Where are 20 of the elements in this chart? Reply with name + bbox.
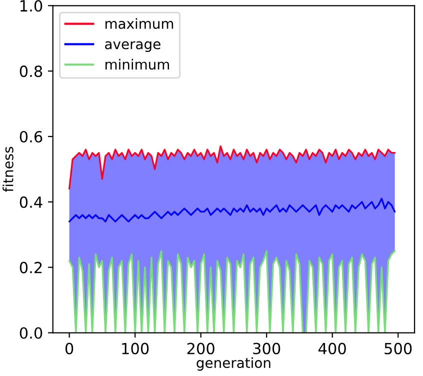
legend-label: maximum bbox=[106, 18, 174, 29]
line-series bbox=[68, 145, 396, 190]
x-tick-label: 300 bbox=[253, 342, 280, 354]
line-series bbox=[68, 198, 396, 222]
x-tick-label: 100 bbox=[122, 342, 149, 354]
x-tick-label: 500 bbox=[384, 342, 412, 354]
x-tick-label: 400 bbox=[318, 342, 346, 354]
y-tick-label: 0.8 bbox=[20, 66, 42, 78]
y-axis-title: fitness bbox=[2, 146, 14, 192]
legend-label: minimum bbox=[106, 58, 169, 70]
y-tick-label: 0.6 bbox=[20, 130, 42, 143]
legend-label: average bbox=[105, 41, 160, 52]
y-tick-label: 0.0 bbox=[20, 327, 42, 339]
x-tick-label: 0 bbox=[65, 342, 74, 354]
line-series bbox=[68, 250, 396, 333]
x-tick-label: 200 bbox=[187, 342, 214, 354]
y-tick-label: 0.2 bbox=[20, 262, 42, 274]
x-axis-title: generation bbox=[196, 357, 270, 371]
y-tick-label: 1.0 bbox=[20, 0, 42, 12]
y-tick-label: 0.4 bbox=[20, 196, 42, 208]
